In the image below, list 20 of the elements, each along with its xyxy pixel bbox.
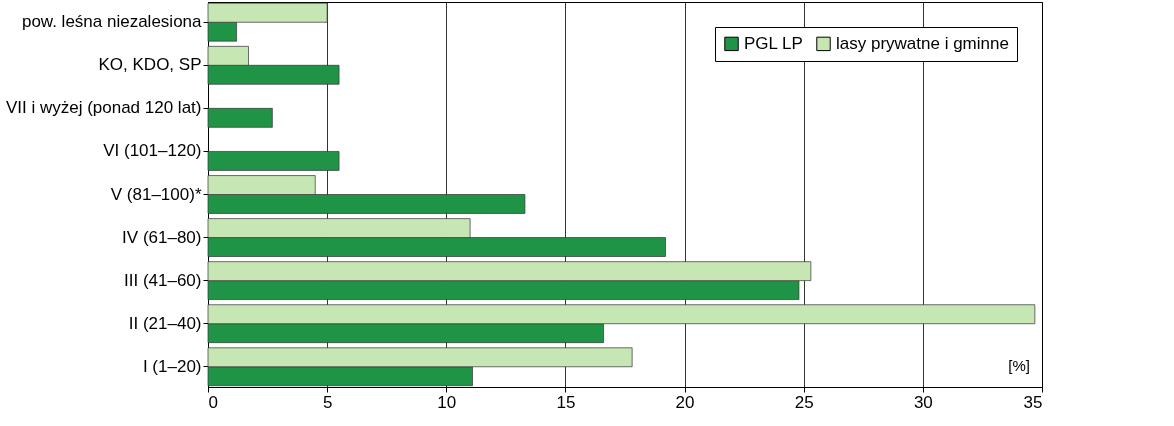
y-tick-label: pow. leśna niezalesiona — [21, 12, 203, 32]
x-tick-label: 10 — [437, 392, 457, 412]
y-tick-label: III (41–60) — [124, 270, 202, 290]
annotation: [%] — [1008, 357, 1030, 374]
y-tick-label: KO, KDO, SP — [98, 55, 202, 75]
y-tick-label: IV (61–80) — [122, 227, 202, 247]
x-tick-label: 20 — [675, 392, 695, 412]
y-tick-label: V (81–100)* — [110, 184, 202, 204]
y-tick-label: II (21–40) — [128, 313, 202, 333]
x-tick-label: 30 — [913, 392, 933, 412]
x-tick-label: 35 — [1023, 392, 1043, 412]
x-tick-label: 15 — [556, 392, 576, 412]
y-tick-label: VII i wyżej (ponad 120 lat) — [5, 98, 202, 118]
x-tick-label: 0 — [208, 392, 218, 412]
y-tick-label: I (1–20) — [142, 356, 202, 376]
legend-label: PGL LP — [744, 33, 803, 53]
x-tick-label: 25 — [794, 392, 814, 412]
y-tick-label: VI (101–120) — [103, 141, 202, 161]
legend-label: lasy prywatne i gminne — [836, 33, 1009, 53]
x-tick-label: 5 — [322, 392, 333, 412]
